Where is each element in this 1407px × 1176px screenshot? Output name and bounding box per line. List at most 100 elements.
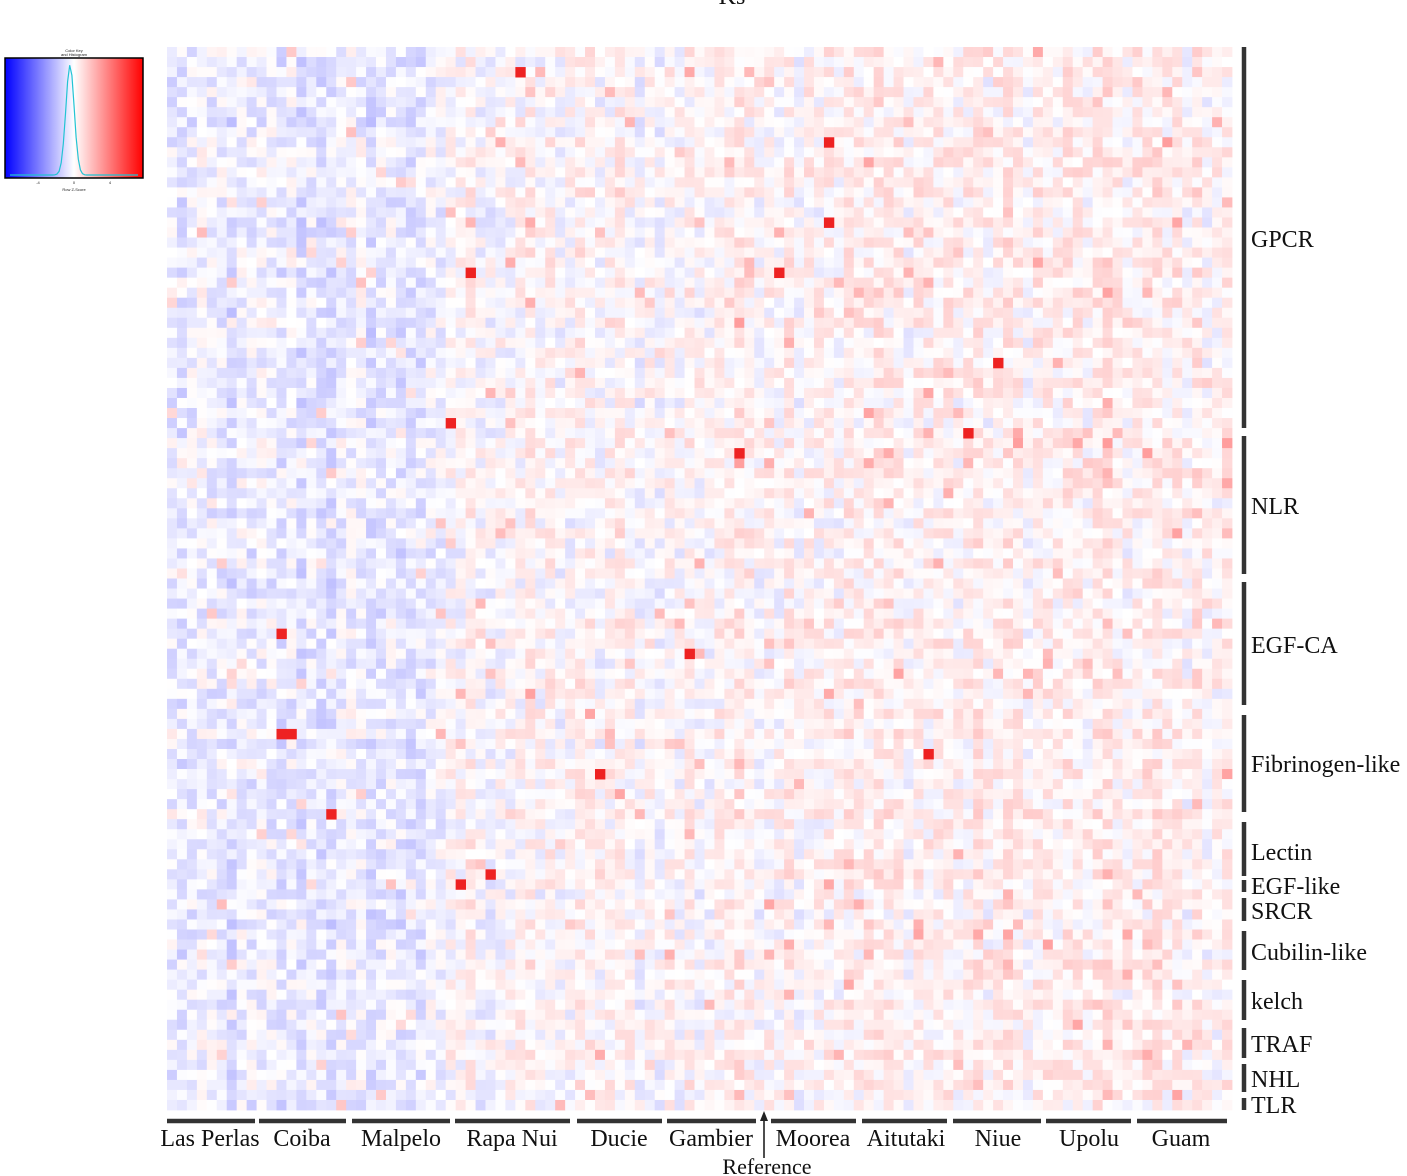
heatmap-cell — [843, 57, 855, 68]
heatmap-cell — [893, 97, 904, 108]
heatmap-cell — [356, 448, 367, 459]
heatmap-cell — [505, 217, 516, 228]
heatmap-cell — [326, 357, 337, 369]
heatmap-cell — [983, 217, 994, 228]
heatmap-cell — [435, 307, 447, 319]
heatmap-cell — [1052, 217, 1064, 228]
heatmap-cell — [764, 157, 775, 168]
heatmap-cell — [545, 97, 556, 108]
heatmap-cell — [276, 257, 287, 269]
heatmap-cell — [1052, 257, 1064, 269]
heatmap-cell — [366, 397, 377, 409]
heatmap-cell — [953, 247, 964, 258]
heatmap-cell — [485, 107, 496, 118]
heatmap-cell — [366, 177, 377, 188]
heatmap-cell — [196, 428, 208, 439]
heatmap-cell — [804, 177, 815, 188]
heatmap-cell — [535, 187, 546, 198]
heatmap-cell — [843, 387, 855, 399]
heatmap-cell — [555, 317, 566, 329]
heatmap-cell — [1122, 107, 1133, 118]
heatmap-cell — [843, 458, 855, 469]
heatmap-cell — [764, 177, 775, 188]
heatmap-cell — [694, 157, 705, 168]
heatmap-cell — [545, 347, 556, 359]
heatmap-cell — [594, 387, 606, 399]
heatmap-cell — [873, 257, 885, 269]
heatmap-cell — [565, 67, 576, 78]
heatmap-cell — [326, 297, 337, 309]
heatmap-cell — [634, 147, 646, 158]
heatmap-cell — [1182, 408, 1193, 419]
heatmap-cell — [1062, 438, 1074, 449]
heatmap-cell — [903, 317, 914, 329]
heatmap-cell — [336, 337, 347, 349]
heatmap-cell — [405, 227, 417, 238]
heatmap-cell — [246, 157, 257, 168]
heatmap-cell — [1082, 498, 1094, 509]
heatmap-cell — [585, 197, 596, 208]
heatmap-cell — [296, 227, 307, 238]
heatmap-cell — [415, 237, 427, 248]
heatmap-cell — [804, 508, 815, 519]
heatmap-cell — [515, 367, 526, 379]
heatmap-cell — [445, 297, 457, 309]
heatmap-cell — [973, 488, 984, 499]
heatmap-cell — [694, 187, 705, 198]
heatmap-cell — [1102, 297, 1113, 309]
heatmap-cell — [286, 77, 297, 88]
heatmap-cell — [266, 177, 277, 188]
heatmap-cell — [326, 207, 337, 218]
heatmap-cell — [445, 508, 457, 519]
heatmap-cell — [336, 377, 347, 389]
heatmap-cell — [734, 287, 745, 299]
heatmap-cell — [714, 327, 725, 339]
heatmap-cell — [903, 197, 914, 208]
heatmap-cell — [455, 57, 466, 68]
heatmap-cell — [1142, 418, 1153, 429]
heatmap-cell — [1042, 197, 1054, 208]
heatmap-cell — [893, 428, 904, 439]
heatmap-cell — [983, 327, 994, 339]
heatmap-cell — [694, 197, 705, 208]
heatmap-cell — [256, 217, 267, 228]
heatmap-cell — [306, 297, 317, 309]
heatmap-cell — [634, 97, 646, 108]
heatmap-cell — [804, 448, 815, 459]
heatmap-cell — [435, 408, 447, 419]
heatmap-cell — [704, 127, 715, 138]
heatmap-cell — [256, 287, 267, 299]
heatmap-cell — [943, 87, 954, 98]
heatmap-cell — [913, 307, 924, 319]
heatmap-cell — [465, 167, 476, 178]
heatmap-cell — [724, 367, 735, 379]
heatmap-cell — [445, 77, 457, 88]
heatmap-cell — [455, 428, 466, 439]
heatmap-cell — [744, 107, 755, 118]
heatmap-cell — [1192, 117, 1203, 128]
heatmap-cell — [475, 287, 486, 299]
heatmap-cell — [684, 327, 695, 339]
heatmap-cell — [316, 337, 327, 349]
heatmap-cell — [1182, 247, 1193, 258]
heatmap-cell — [684, 167, 695, 178]
heatmap-cell — [963, 297, 974, 309]
heatmap-cell — [376, 267, 387, 279]
heatmap-cell — [594, 377, 606, 389]
heatmap-cell — [525, 177, 536, 188]
heatmap-cell — [425, 77, 437, 88]
heatmap-cell — [953, 47, 964, 58]
heatmap-cell — [465, 257, 476, 269]
heatmap-cell — [664, 97, 676, 108]
heatmap-cell — [764, 287, 775, 299]
heatmap-cell — [664, 297, 676, 309]
heatmap-cell — [704, 337, 715, 349]
heatmap-cell — [316, 287, 327, 299]
heatmap-cell — [614, 117, 626, 128]
heatmap-cell — [216, 107, 228, 118]
heatmap-cell — [196, 267, 208, 279]
heatmap-cell — [963, 267, 974, 279]
heatmap-cell — [644, 307, 656, 319]
heatmap-cell — [1003, 217, 1014, 228]
heatmap-cell — [774, 307, 785, 319]
